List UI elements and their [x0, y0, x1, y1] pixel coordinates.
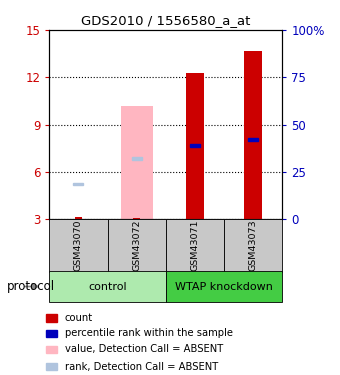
FancyBboxPatch shape	[107, 219, 166, 272]
FancyBboxPatch shape	[224, 219, 282, 272]
Text: protocol: protocol	[7, 280, 55, 293]
Bar	[46, 330, 57, 337]
Bar	[73, 183, 83, 185]
Text: GSM43072: GSM43072	[132, 220, 141, 272]
Text: WTAP knockdown: WTAP knockdown	[175, 282, 273, 291]
Text: percentile rank within the sample: percentile rank within the sample	[65, 328, 233, 338]
Text: GSM43073: GSM43073	[249, 220, 258, 272]
Bar	[46, 345, 57, 353]
Text: rank, Detection Call = ABSENT: rank, Detection Call = ABSENT	[65, 362, 218, 372]
Bar	[75, 216, 82, 219]
Text: GSM43070: GSM43070	[74, 220, 83, 272]
FancyBboxPatch shape	[49, 219, 107, 272]
Title: GDS2010 / 1556580_a_at: GDS2010 / 1556580_a_at	[81, 15, 251, 27]
Bar	[132, 157, 141, 160]
Bar	[248, 138, 258, 141]
Bar	[46, 314, 57, 322]
Bar	[121, 106, 153, 219]
Text: value, Detection Call = ABSENT: value, Detection Call = ABSENT	[65, 344, 223, 354]
Text: control: control	[88, 282, 127, 291]
Bar	[244, 51, 262, 219]
FancyBboxPatch shape	[166, 271, 282, 302]
Bar	[190, 144, 200, 147]
FancyBboxPatch shape	[49, 271, 166, 302]
FancyBboxPatch shape	[166, 219, 224, 272]
Bar	[186, 73, 204, 219]
Text: GSM43071: GSM43071	[190, 220, 199, 272]
Text: count: count	[65, 313, 93, 323]
Bar	[133, 218, 140, 219]
Bar	[46, 363, 57, 370]
